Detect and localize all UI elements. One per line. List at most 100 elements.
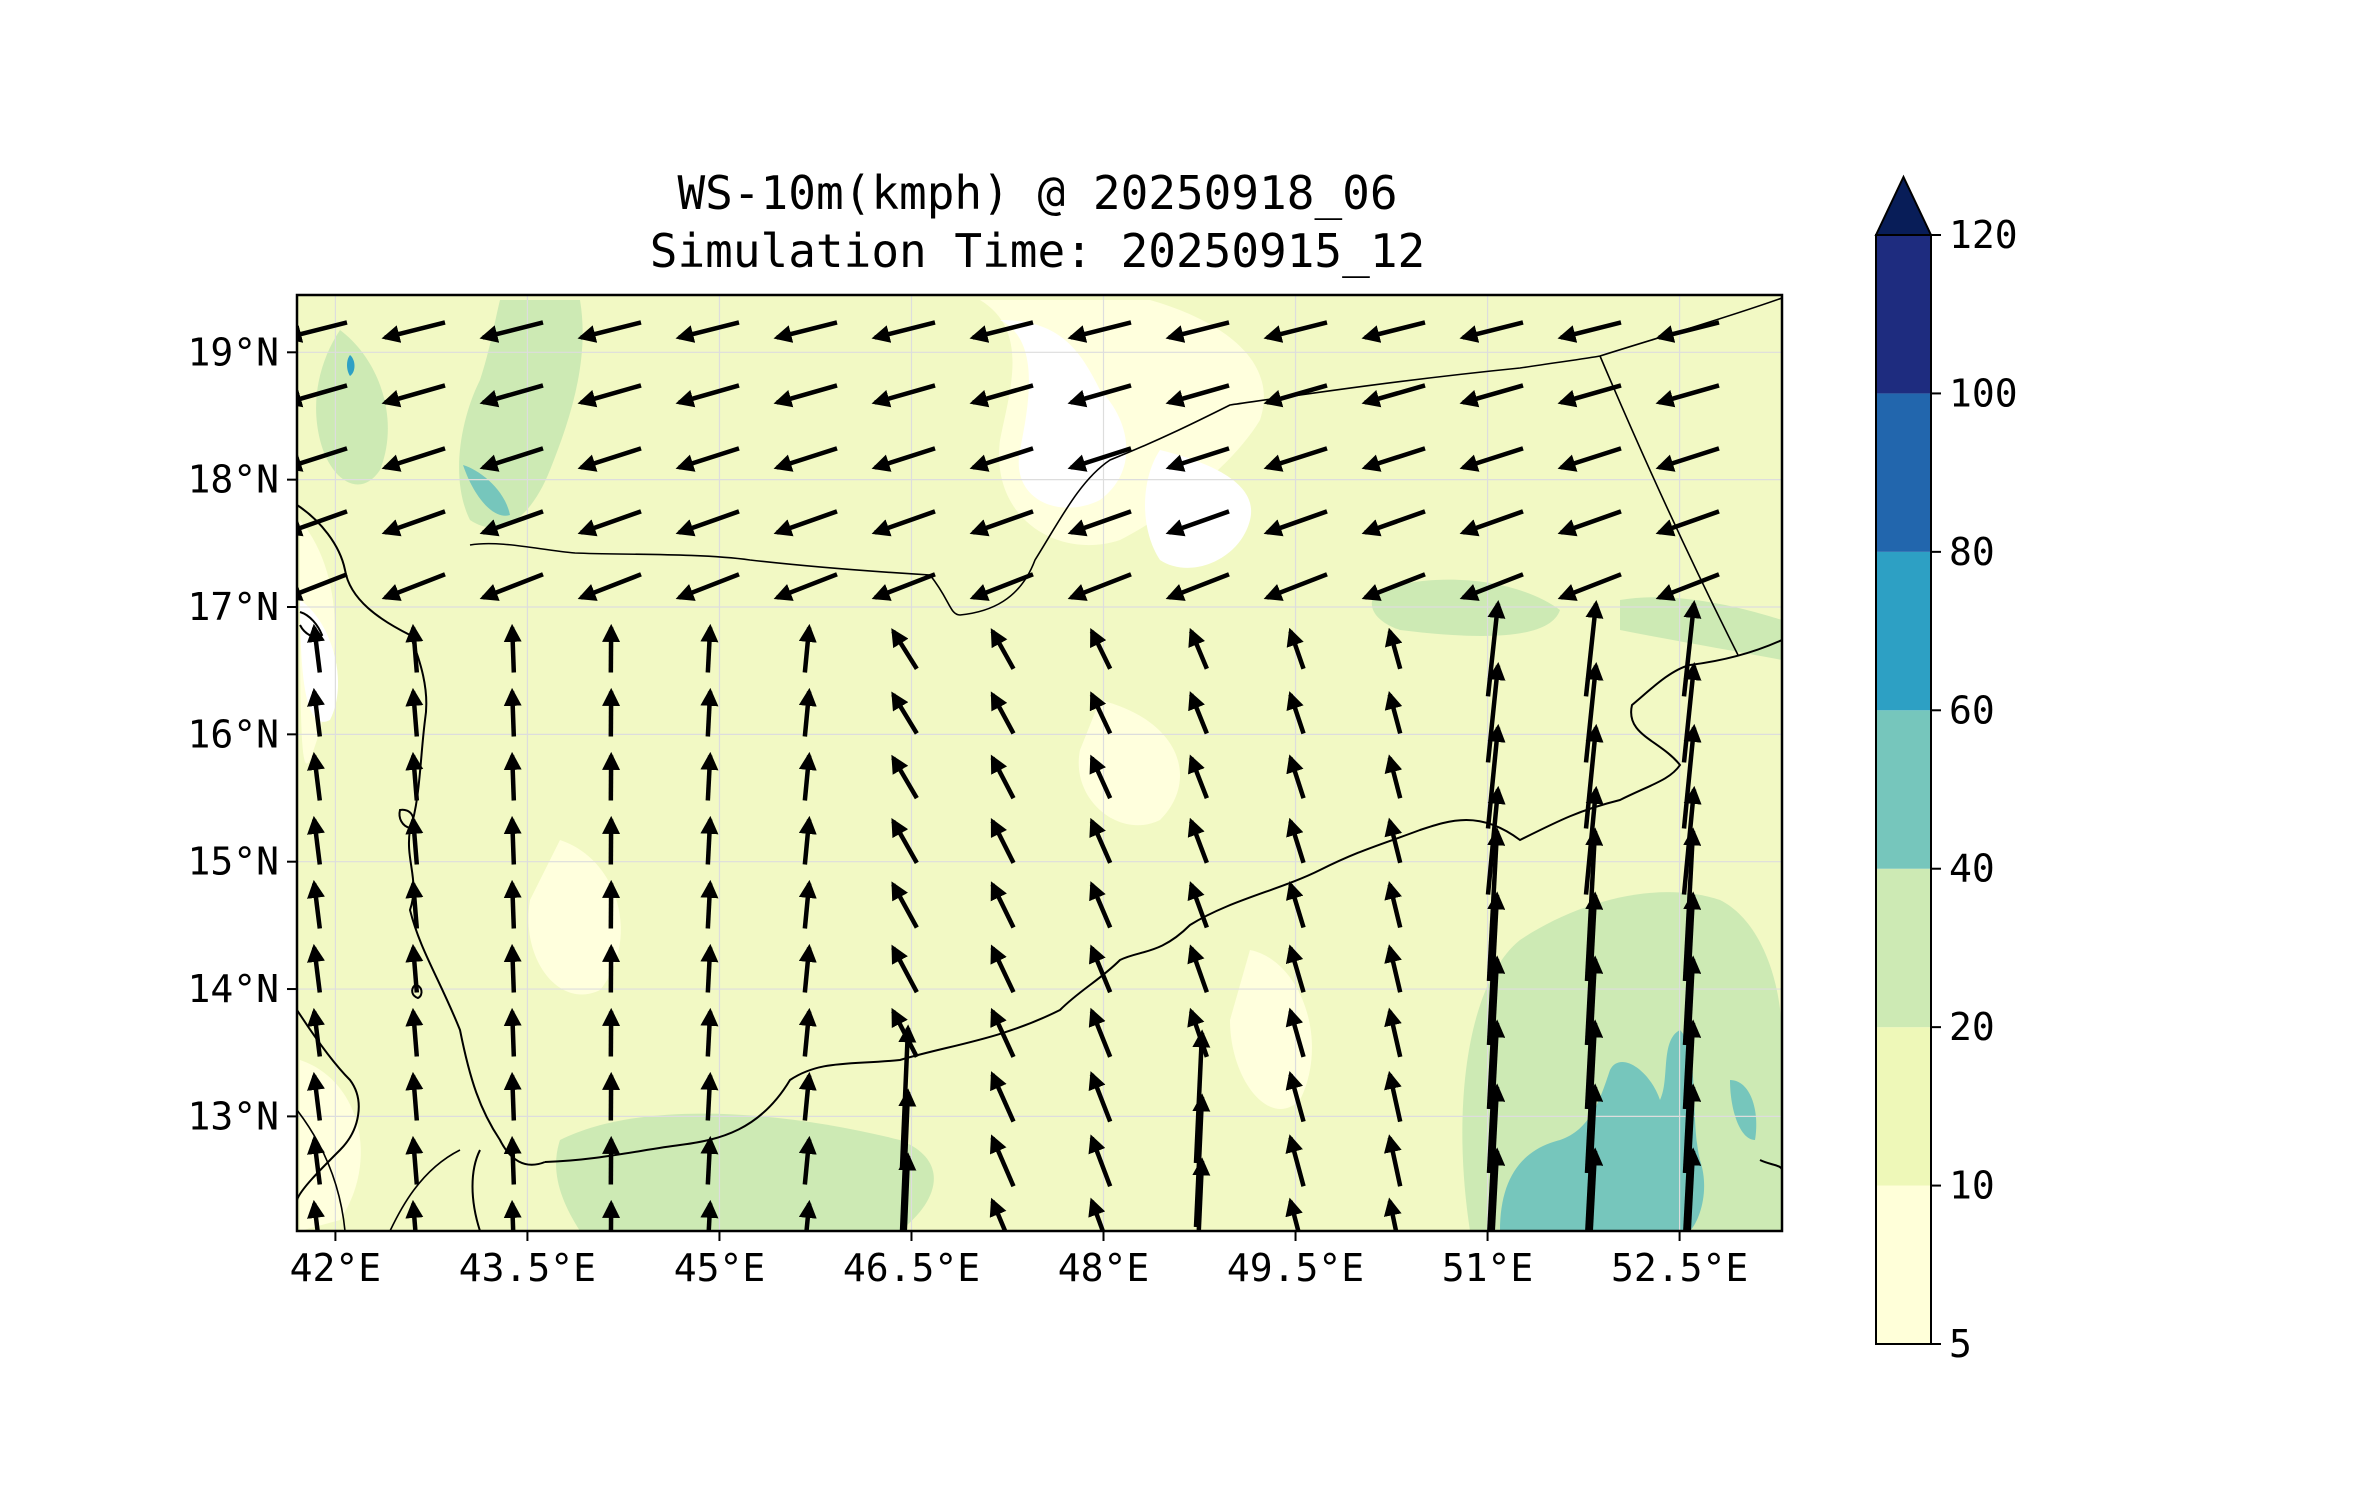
wind-arrow <box>1384 691 1403 735</box>
wind-arrow <box>1285 1007 1306 1058</box>
wind-arrow <box>1361 509 1426 537</box>
border-saudi-yemen <box>469 355 1601 616</box>
wind-arrow <box>700 879 719 929</box>
wind-arrow <box>1361 446 1426 472</box>
wind-arrow <box>503 751 522 801</box>
wind-arrow <box>381 509 446 537</box>
lon-tick-label: 43.5°E <box>459 1246 596 1290</box>
wind-arrow <box>675 320 740 343</box>
calm-patch <box>1230 950 1312 1109</box>
wind-arrow <box>773 320 838 343</box>
wind-arrow <box>675 446 740 472</box>
wind-arrow <box>1263 320 1328 343</box>
wind-arrow <box>503 623 522 673</box>
wind-arrow <box>297 383 348 408</box>
wind-arrow <box>1089 627 1113 670</box>
island-small <box>411 983 423 1000</box>
wind-arrow <box>1681 723 1702 829</box>
wind-arrow <box>405 751 424 801</box>
wind-arrow <box>773 572 838 601</box>
wind-arrow <box>700 1199 719 1231</box>
wind-arrow <box>1384 944 1403 993</box>
strong-wind-band <box>463 465 510 516</box>
wind-arrow <box>798 879 817 929</box>
wind-arrow <box>1485 661 1506 763</box>
moderate-wind-band <box>556 1113 934 1231</box>
wind-arrow <box>1459 320 1524 343</box>
wind-arrow <box>1067 320 1132 343</box>
wind-arrow <box>297 572 348 601</box>
wind-arrow <box>1089 691 1113 735</box>
wind-arrow <box>1384 880 1403 929</box>
wind-arrow <box>773 383 838 408</box>
wind-arrow <box>577 509 642 537</box>
wind-arrow <box>1485 600 1506 697</box>
wind-arrow <box>990 628 1016 670</box>
wind-arrow <box>700 943 719 993</box>
wind-arrow <box>1089 944 1113 994</box>
lon-tick-label: 45°E <box>674 1246 766 1290</box>
wind-arrow <box>479 383 544 408</box>
wind-vectors <box>297 320 1720 1231</box>
wind-arrow <box>773 509 838 537</box>
wind-arrow <box>479 446 544 472</box>
lon-tick-label: 42°E <box>290 1246 382 1290</box>
wind-arrow <box>307 1071 325 1121</box>
wind-arrow <box>307 815 325 865</box>
wind-arrow <box>1263 509 1328 537</box>
lon-tick-label: 46.5°E <box>843 1246 980 1290</box>
plot-title-line-1: WS-10m(kmph) @ 20250918_06 <box>677 166 1398 220</box>
wind-arrow <box>381 572 446 601</box>
wind-arrow <box>1655 383 1720 408</box>
map-frame <box>295 293 1784 1233</box>
colorbar-segment <box>1876 1185 1931 1344</box>
wind-arrow <box>1187 754 1209 799</box>
wind-arrow <box>969 446 1034 472</box>
moderate-wind-band <box>1371 579 1560 636</box>
wind-arrow <box>1285 944 1306 993</box>
wind-arrow <box>1088 1197 1106 1231</box>
colorbar-segment <box>1876 551 1931 711</box>
wind-arrow <box>898 1152 917 1231</box>
coastline-gulf-of-aden <box>544 639 1782 1163</box>
wind-arrow <box>871 383 936 408</box>
wind-arrow <box>577 383 642 408</box>
wind-arrow <box>405 1199 424 1231</box>
wind-arrow <box>990 754 1016 800</box>
calm-patch <box>528 840 621 995</box>
wind-arrow <box>1459 383 1524 408</box>
wind-arrow <box>1583 600 1604 697</box>
wind-arrow <box>405 879 424 929</box>
wind-arrow <box>1485 723 1506 829</box>
strong-wind-band <box>1500 1030 1705 1231</box>
wind-arrow <box>1286 881 1306 929</box>
wind-arrow <box>1384 627 1403 670</box>
wind-arrow <box>405 1135 424 1185</box>
wind-arrow <box>503 1199 522 1231</box>
wind-arrow <box>969 509 1034 537</box>
wind-arrow <box>307 1199 325 1231</box>
colorbar-segment <box>1876 868 1931 1028</box>
wind-arrow <box>1286 817 1306 864</box>
wind-arrow <box>1361 572 1426 601</box>
wind-arrow <box>503 1135 522 1185</box>
lat-tick-label: 14°N <box>187 967 279 1011</box>
lat-tick-label: 16°N <box>187 712 279 756</box>
wind-arrow <box>307 1007 325 1057</box>
wind-arrow <box>307 1135 325 1185</box>
wind-arrow <box>990 944 1016 994</box>
wind-arrow <box>1384 817 1403 864</box>
wind-arrow <box>1487 1147 1506 1231</box>
wind-arrow <box>1187 817 1209 864</box>
wind-arrow <box>700 1071 719 1121</box>
wind-arrow <box>871 509 936 537</box>
wind-arrow <box>1187 944 1209 993</box>
lat-tick-label: 17°N <box>187 585 279 629</box>
wind-arrow <box>1557 320 1622 343</box>
strong-wind-band <box>1730 1080 1757 1140</box>
wind-arrow <box>891 944 919 994</box>
wind-arrow <box>381 446 446 472</box>
colorbar-segment <box>1876 393 1931 552</box>
